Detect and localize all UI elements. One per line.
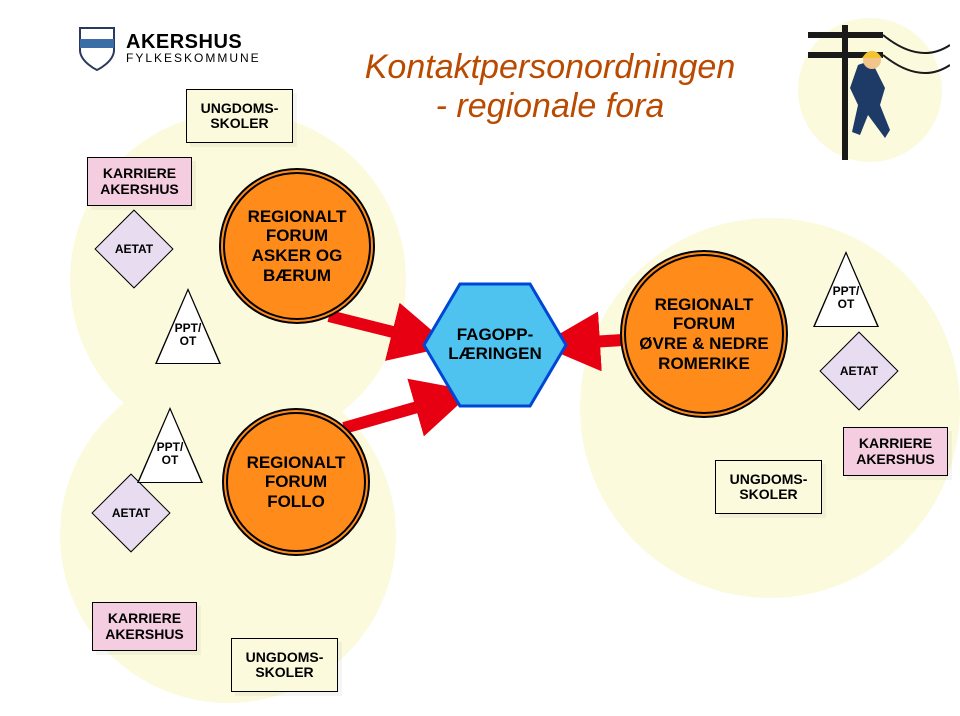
title-line2: - regionale fora [436, 87, 665, 125]
shield-icon [76, 24, 118, 72]
page-title: Kontaktpersonordningen- regionale fora [330, 48, 770, 126]
title-line1: Kontaktpersonordningen [365, 48, 736, 86]
logo-org: AKERSHUS [126, 32, 261, 52]
box-ungdom_rt: UNGDOMS-SKOLER [715, 460, 822, 514]
lineworker-icon [790, 10, 950, 170]
diamond-label-aetat_rt: AETAT [832, 344, 886, 398]
hex-fagopp: FAGOPP-LÆRINGEN [422, 282, 568, 408]
logo-sub: FYLKESKOMMUNE [126, 52, 261, 64]
triangle-label-ppt_rt: PPT/OT [813, 285, 879, 310]
diamond-label-aetat_lb: AETAT [104, 486, 158, 540]
hex-label: FAGOPP-LÆRINGEN [422, 282, 568, 408]
diamond-label-aetat_lt: AETAT [107, 222, 161, 276]
triangle-ppt_lt: PPT/OT [155, 288, 221, 364]
triangle-ppt_lb: PPT/OT [137, 407, 203, 483]
box-ungdom_lt: UNGDOMS-SKOLER [186, 89, 293, 143]
forum-romerike: REGIONALTFORUMØVRE & NEDREROMERIKE [620, 250, 788, 418]
triangle-ppt_rt: PPT/OT [813, 251, 879, 327]
box-karriere_lb: KARRIEREAKERSHUS [92, 602, 197, 651]
triangle-label-ppt_lb: PPT/OT [137, 441, 203, 466]
forum-asker: REGIONALTFORUMASKER OGBÆRUM [219, 168, 375, 324]
org-logo: AKERSHUSFYLKESKOMMUNE [76, 24, 261, 72]
forum-follo: REGIONALTFORUMFOLLO [222, 408, 370, 556]
box-karriere_lt: KARRIEREAKERSHUS [87, 157, 192, 206]
triangle-label-ppt_lt: PPT/OT [155, 322, 221, 347]
arrow-asker-to-hex [329, 316, 433, 342]
box-ungdom_lb: UNGDOMS-SKOLER [231, 638, 338, 692]
box-karriere_rt: KARRIEREAKERSHUS [843, 427, 948, 476]
